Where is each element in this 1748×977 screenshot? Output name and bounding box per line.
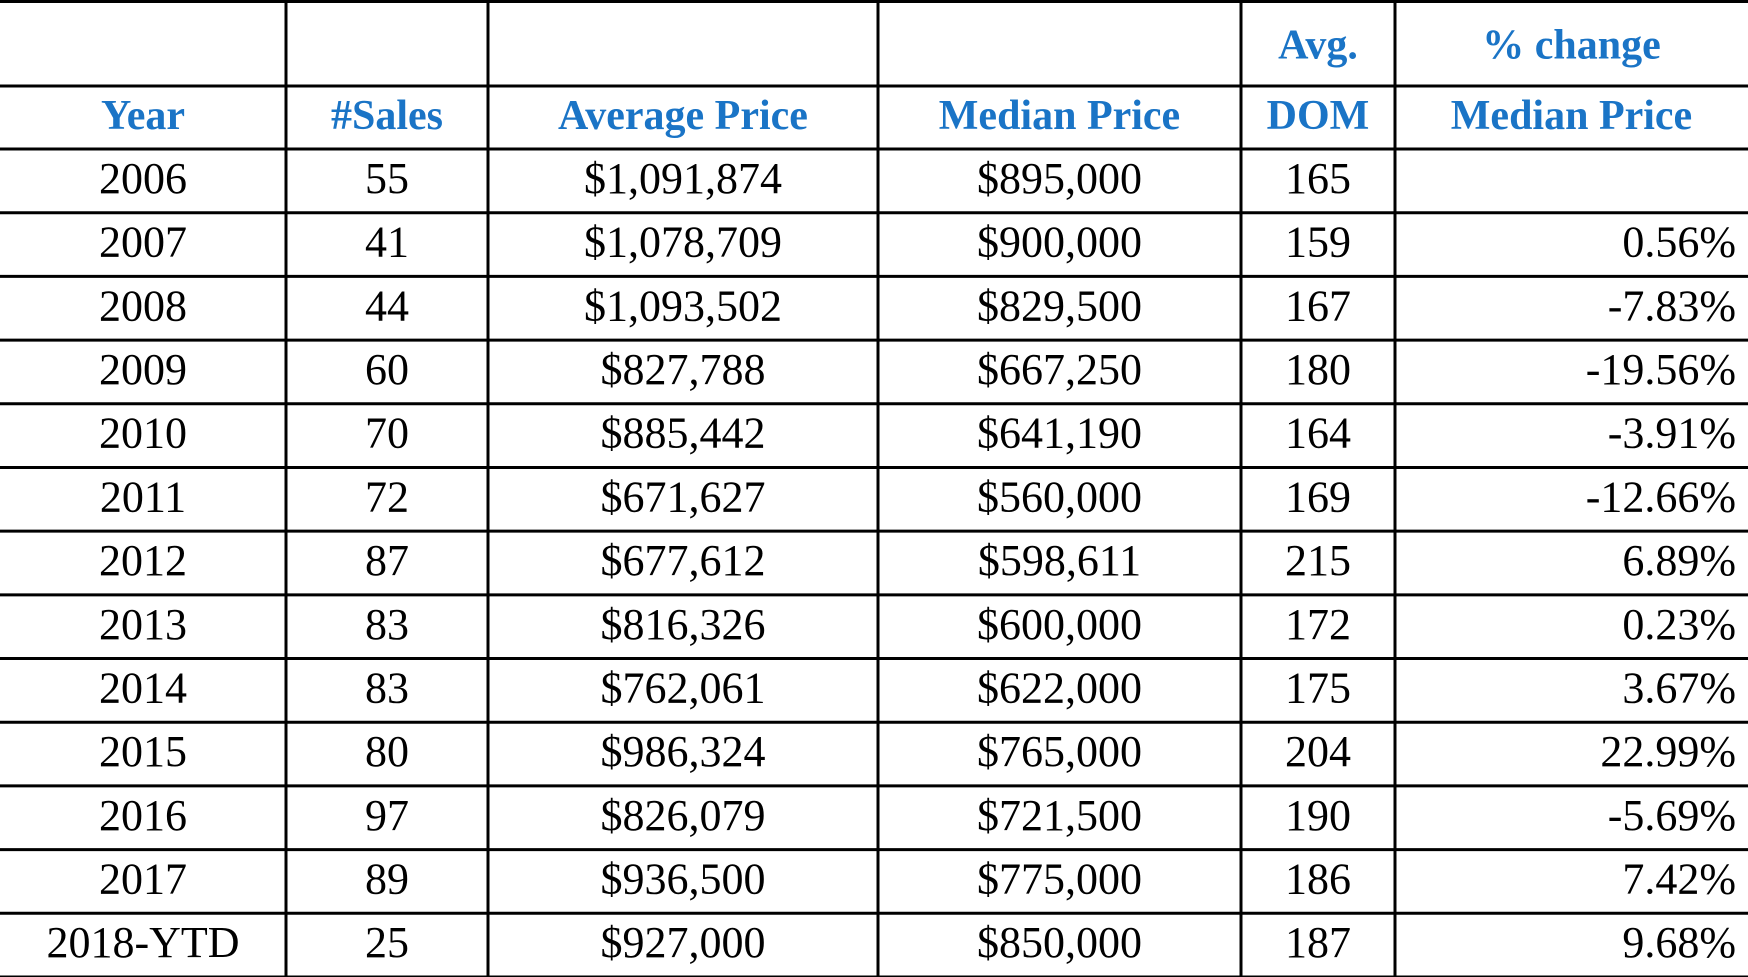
cell: 2015 <box>99 727 187 776</box>
cell: 159 <box>1285 218 1351 267</box>
cell: $986,324 <box>601 727 766 776</box>
header-label: #Sales <box>331 93 443 139</box>
cell: 164 <box>1285 409 1351 458</box>
header-top: Avg. <box>1278 23 1358 69</box>
header-label: Median Price <box>1451 93 1692 139</box>
cell: $762,061 <box>601 663 766 712</box>
cell: 2017 <box>99 855 187 904</box>
cell: 190 <box>1285 791 1351 840</box>
cell: 2009 <box>99 345 187 394</box>
cell: $667,250 <box>977 345 1142 394</box>
cell: $560,000 <box>977 472 1142 521</box>
cell: $850,000 <box>977 918 1142 967</box>
cell: 180 <box>1285 345 1351 394</box>
cell: $885,442 <box>601 409 766 458</box>
cell: $936,500 <box>601 855 766 904</box>
cell: 80 <box>365 727 409 776</box>
cell: 97 <box>365 791 409 840</box>
cell: 9.68% <box>1622 918 1736 967</box>
cell: -12.66% <box>1586 472 1736 521</box>
cell: 167 <box>1285 281 1351 330</box>
cell: 7.42% <box>1622 855 1736 904</box>
cell: $826,079 <box>601 791 766 840</box>
cell: $1,078,709 <box>584 218 782 267</box>
cell: 70 <box>365 409 409 458</box>
cell: 89 <box>365 855 409 904</box>
cell: 83 <box>365 600 409 649</box>
cell: 2010 <box>99 409 187 458</box>
cell: 6.89% <box>1622 536 1736 585</box>
header-top: % change <box>1482 23 1661 69</box>
cell: $598,611 <box>978 536 1141 585</box>
cell: $927,000 <box>601 918 766 967</box>
cell: $829,500 <box>977 281 1142 330</box>
cell: $827,788 <box>601 345 766 394</box>
cell: 44 <box>365 281 409 330</box>
cell: 175 <box>1285 663 1351 712</box>
cell: 172 <box>1285 600 1351 649</box>
cell: 2014 <box>99 663 187 712</box>
cell: -19.56% <box>1586 345 1736 394</box>
cell: 0.23% <box>1622 600 1736 649</box>
cell: 3.67% <box>1622 663 1736 712</box>
cell: 186 <box>1285 855 1351 904</box>
cell: 2016 <box>99 791 187 840</box>
cell: $775,000 <box>977 855 1142 904</box>
cell: -3.91% <box>1608 409 1736 458</box>
cell: 55 <box>365 154 409 203</box>
header-label: Year <box>101 93 185 139</box>
cell: $900,000 <box>977 218 1142 267</box>
cell: 2007 <box>99 218 187 267</box>
cell: 22.99% <box>1600 727 1736 776</box>
cell: $1,091,874 <box>584 154 782 203</box>
cell: -7.83% <box>1608 281 1736 330</box>
cell: 60 <box>365 345 409 394</box>
cell: 204 <box>1285 727 1351 776</box>
cell: 2011 <box>100 472 186 521</box>
cell: $895,000 <box>977 154 1142 203</box>
cell: $816,326 <box>601 600 766 649</box>
cell: 2013 <box>99 600 187 649</box>
cell: 187 <box>1285 918 1351 967</box>
cell: 2008 <box>99 281 187 330</box>
cell: 165 <box>1285 154 1351 203</box>
header-label: Median Price <box>939 93 1180 139</box>
cell: 72 <box>365 472 409 521</box>
cell: 41 <box>365 218 409 267</box>
cell: 169 <box>1285 472 1351 521</box>
cell: 2018-YTD <box>46 918 239 967</box>
cell: $677,612 <box>601 536 766 585</box>
cell: $641,190 <box>977 409 1142 458</box>
cell: 0.56% <box>1622 218 1736 267</box>
cell: $1,093,502 <box>584 281 782 330</box>
cell: 2006 <box>99 154 187 203</box>
cell: $622,000 <box>977 663 1142 712</box>
header-label: DOM <box>1267 93 1370 139</box>
cell: -5.69% <box>1608 791 1736 840</box>
cell: 2012 <box>99 536 187 585</box>
cell: $671,627 <box>601 472 766 521</box>
cell: 215 <box>1285 536 1351 585</box>
cell: $721,500 <box>977 791 1142 840</box>
header-label: Average Price <box>558 93 808 139</box>
cell: $600,000 <box>977 600 1142 649</box>
cell: 25 <box>365 918 409 967</box>
cell: 87 <box>365 536 409 585</box>
cell: $765,000 <box>977 727 1142 776</box>
cell: 83 <box>365 663 409 712</box>
